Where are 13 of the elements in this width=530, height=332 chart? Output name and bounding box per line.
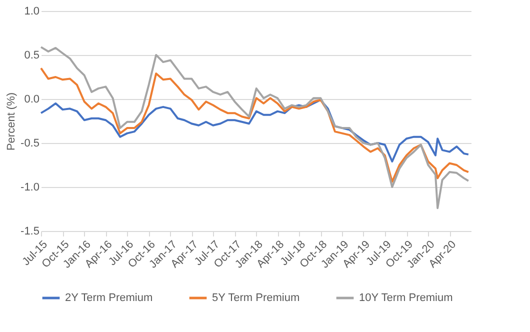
y-tick-label: 0.0 bbox=[24, 94, 40, 106]
legend-label: 10Y Term Premium bbox=[359, 292, 453, 304]
y-tick-label: -0.5 bbox=[20, 138, 40, 150]
y-axis-title: Percent (%) bbox=[6, 92, 18, 151]
y-tick-label: -1.5 bbox=[20, 226, 40, 238]
legend-label: 2Y Term Premium bbox=[65, 292, 153, 304]
legend-label: 5Y Term Premium bbox=[212, 292, 300, 304]
line-series bbox=[40, 98, 470, 162]
y-tick-label: 0.5 bbox=[24, 50, 40, 62]
y-tick-label: 1.0 bbox=[24, 6, 40, 18]
y-tick-label: -1.0 bbox=[20, 182, 40, 194]
line-series bbox=[40, 67, 470, 183]
line-series bbox=[40, 46, 470, 210]
